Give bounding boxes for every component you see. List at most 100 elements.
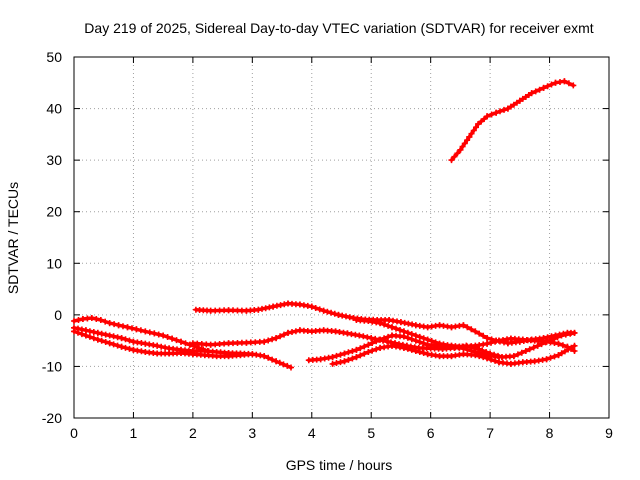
data-point — [568, 345, 574, 352]
data-point — [285, 329, 291, 336]
data-point — [561, 78, 568, 85]
data-point — [550, 335, 557, 342]
data-point — [510, 353, 517, 360]
data-point — [114, 342, 121, 349]
data-point — [497, 108, 503, 115]
data-point — [360, 333, 367, 340]
x-tick-label: 3 — [248, 425, 256, 441]
data-point — [547, 354, 554, 361]
data-point — [476, 353, 483, 360]
data-point — [262, 305, 269, 312]
data-point — [273, 335, 280, 342]
data-point — [532, 88, 539, 95]
data-point — [93, 316, 100, 322]
data-point — [124, 324, 131, 331]
data-point — [331, 310, 338, 317]
data-point — [320, 307, 327, 314]
data-point — [428, 338, 435, 344]
data-point — [106, 340, 113, 347]
data-point — [173, 337, 180, 344]
data-point — [82, 327, 89, 334]
data-point — [369, 347, 376, 354]
data-point — [571, 348, 578, 354]
data-point — [337, 359, 344, 366]
data-point — [345, 349, 352, 356]
data-point — [480, 354, 487, 361]
data-point — [361, 343, 368, 350]
data-point — [416, 339, 423, 345]
data-point — [122, 344, 129, 351]
data-point — [457, 146, 464, 153]
tick-labels: 0 1 2 3 4 5 6 7 8 9 -20 -10 0 10 20 30 40 50 — [42, 49, 613, 441]
data-point — [536, 86, 543, 93]
x-tick-label: 8 — [546, 425, 554, 441]
data-point — [448, 157, 455, 164]
data-point — [155, 331, 162, 338]
data-point — [420, 350, 427, 356]
y-tick-label: 50 — [46, 49, 62, 65]
data-point — [400, 333, 407, 340]
data-point — [365, 349, 372, 355]
data-point — [564, 343, 571, 350]
data-point — [408, 336, 415, 343]
data-point — [470, 127, 477, 134]
data-point — [126, 337, 133, 344]
data-point — [277, 302, 284, 309]
data-point — [349, 355, 356, 362]
data-point — [384, 338, 391, 345]
data-point — [349, 348, 356, 355]
plot-frame — [73, 56, 610, 419]
y-tick-label: -10 — [42, 358, 62, 374]
data-point — [261, 338, 268, 345]
data-point — [514, 351, 521, 358]
data-point — [312, 305, 319, 311]
data-point — [530, 344, 537, 351]
data-point — [551, 353, 558, 360]
data-point — [558, 332, 565, 339]
data-point — [522, 348, 529, 354]
data-point — [357, 352, 364, 359]
data-point — [412, 337, 419, 344]
data-point — [154, 342, 161, 349]
data-point — [115, 322, 122, 329]
series-5 — [71, 328, 256, 360]
x-tick-label: 4 — [308, 425, 316, 441]
x-tick-label: 5 — [367, 425, 375, 441]
y-axis-title: SDTVAR / TECUs — [5, 182, 21, 294]
data-point — [249, 351, 256, 358]
data-point — [292, 328, 299, 335]
y-tick-label: 30 — [46, 152, 62, 168]
data-point — [400, 344, 407, 351]
data-point — [94, 329, 101, 336]
data-point — [365, 341, 372, 348]
data-series — [71, 78, 578, 371]
data-point — [493, 109, 500, 116]
data-point — [110, 341, 117, 348]
data-point — [98, 330, 105, 337]
data-point — [468, 326, 475, 333]
data-point — [404, 345, 411, 352]
data-point — [559, 342, 566, 349]
data-point — [404, 334, 411, 341]
data-point — [567, 330, 574, 337]
data-point — [122, 336, 129, 343]
series-9 — [353, 317, 578, 354]
data-point — [333, 352, 340, 359]
x-tick-label: 9 — [605, 425, 613, 441]
data-point — [324, 308, 331, 315]
data-point — [408, 346, 415, 353]
data-point — [460, 322, 467, 329]
data-point — [114, 334, 121, 341]
data-point — [178, 338, 184, 345]
y-tick-label: 40 — [46, 101, 62, 117]
data-point — [255, 306, 262, 313]
data-point — [476, 330, 483, 337]
data-point — [86, 333, 93, 340]
data-point — [164, 334, 171, 340]
data-point — [102, 339, 109, 345]
data-point — [472, 328, 479, 335]
data-point — [464, 324, 471, 331]
data-point — [90, 329, 97, 335]
grid — [74, 57, 609, 418]
data-point — [341, 350, 348, 357]
